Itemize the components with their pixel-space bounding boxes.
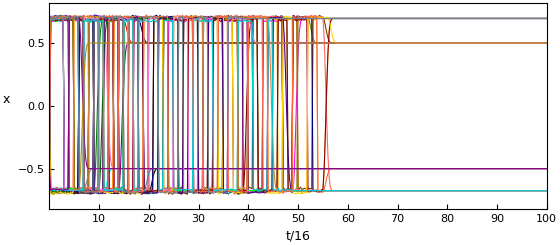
Y-axis label: x: x (3, 93, 10, 106)
X-axis label: t/16: t/16 (286, 229, 310, 242)
